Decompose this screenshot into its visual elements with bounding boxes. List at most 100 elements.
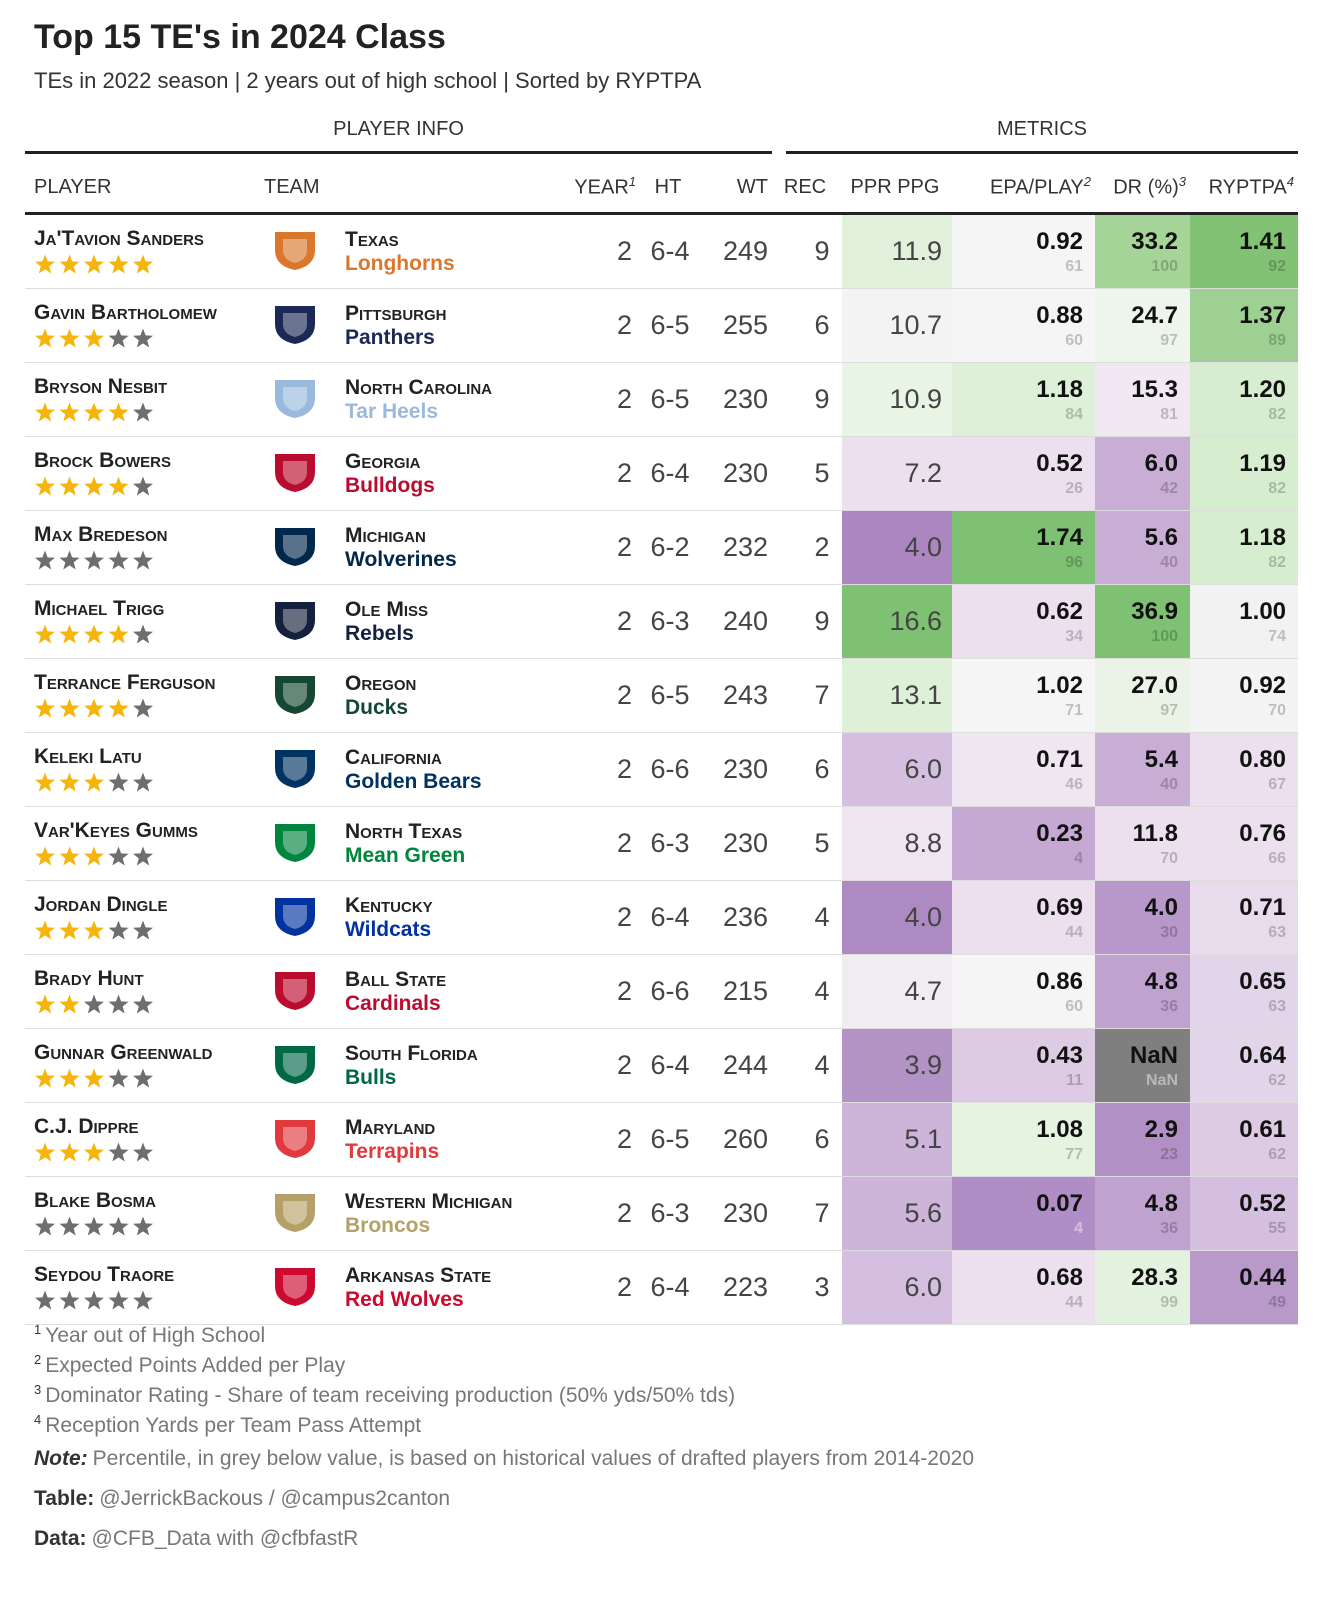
dr-value: 4.0 <box>1144 893 1178 921</box>
epa-value: 0.23 <box>1036 819 1083 847</box>
star <box>133 772 153 792</box>
credit: Data: @CFB_Data with @cfbfastR <box>34 1527 358 1551</box>
team-name: California <box>345 745 442 769</box>
column-header: DR (%)3 <box>1095 162 1190 215</box>
team-cell: Ball State Cardinals <box>335 954 550 1029</box>
ryptpa-percentile: 55 <box>1268 1219 1287 1237</box>
ryptpa-percentile: 82 <box>1268 479 1287 497</box>
ppr-ppg: 16.6 <box>842 584 952 659</box>
footnote-mark: 1 <box>34 1322 42 1337</box>
ryptpa-value: 0.52 <box>1239 1189 1287 1217</box>
star-rating <box>35 624 153 644</box>
footnote-text: Expected Points Added per Play <box>45 1354 346 1377</box>
dr-value: 28.3 <box>1131 1263 1178 1291</box>
star <box>108 1216 129 1236</box>
table-row: Bryson Nesbit North Carolina Tar Heels 2 6-5… <box>25 362 1299 437</box>
star <box>35 772 55 792</box>
star <box>133 254 153 274</box>
star <box>35 846 55 866</box>
dr-cell: 28.3 99 <box>1095 1250 1190 1325</box>
dr-value: 5.4 <box>1144 745 1178 773</box>
logo-inner <box>283 609 307 633</box>
credit-text: @JerrickBackous / @campus2canton <box>99 1487 451 1510</box>
year: 2 <box>550 584 640 659</box>
weight: 230 <box>700 436 772 511</box>
dr-value: 4.8 <box>1144 967 1178 995</box>
weight: 260 <box>700 1102 772 1177</box>
height: 6-3 <box>640 1176 700 1251</box>
column-header: EPA/PLAY2 <box>952 162 1095 215</box>
star-rating <box>35 698 153 718</box>
logo-cell <box>255 1028 335 1103</box>
ryptpa-percentile: 49 <box>1268 1293 1287 1311</box>
team-mascot: Wolverines <box>345 547 457 571</box>
header-row: PLAYER TEAM YEAR1 HT WT REC PPR PPG EPA/PLAY2 DR… <box>25 162 1299 215</box>
dr-cell: 5.6 40 <box>1095 510 1190 585</box>
receptions: 6 <box>772 732 842 807</box>
ryptpa-value: 0.80 <box>1239 745 1287 773</box>
logo-shape <box>275 454 315 492</box>
dr-cell: 4.8 36 <box>1095 1176 1190 1251</box>
epa-value: 0.62 <box>1036 597 1083 625</box>
ppr-ppg: 4.7 <box>842 954 952 1029</box>
player-name: Michael Trigg <box>34 597 165 620</box>
star <box>133 624 153 644</box>
star <box>84 328 104 348</box>
star <box>35 698 55 718</box>
player-name: Terrance Ferguson <box>34 671 216 694</box>
height: 6-4 <box>640 1250 700 1325</box>
ryptpa-value: 0.92 <box>1239 671 1287 699</box>
team-logo <box>275 1194 315 1232</box>
team-cell: Oregon Ducks <box>335 658 550 733</box>
player-name: Jordan Dingle <box>34 893 168 916</box>
height: 6-5 <box>640 658 700 733</box>
team-mascot: Cardinals <box>345 991 441 1015</box>
team-logo <box>275 750 315 788</box>
ryptpa-cell: 1.19 82 <box>1190 436 1299 511</box>
star <box>108 846 129 866</box>
ryptpa-percentile: 74 <box>1268 627 1287 645</box>
star <box>59 1216 80 1236</box>
dr-cell: 33.2 100 <box>1095 213 1190 289</box>
height: 6-4 <box>640 213 700 289</box>
year: 2 <box>550 288 640 363</box>
logo-inner <box>283 1127 307 1151</box>
logo-shape <box>275 676 315 714</box>
dr-value: 27.0 <box>1131 671 1178 699</box>
height: 6-5 <box>640 362 700 437</box>
star <box>108 402 129 422</box>
footnote: 3 Dominator Rating - Share of team receiv… <box>34 1382 735 1408</box>
star <box>35 1216 55 1236</box>
player-cell: Keleki Latu <box>25 732 255 807</box>
player-name: Gavin Bartholomew <box>34 301 217 324</box>
title: Top 15 TE's in 2024 Class <box>34 18 446 56</box>
team-cell: Michigan Wolverines <box>335 510 550 585</box>
footnote-mark: 3 <box>1178 174 1186 190</box>
column-label: TEAM <box>264 175 320 198</box>
weight: 243 <box>700 658 772 733</box>
ryptpa-percentile: 82 <box>1268 405 1287 423</box>
star-rating <box>35 994 153 1014</box>
receptions: 7 <box>772 1176 842 1251</box>
player-name: Brock Bowers <box>34 449 171 472</box>
footnote: 4 Reception Yards per Team Pass Attempt <box>34 1412 421 1438</box>
star <box>59 402 80 422</box>
receptions: 6 <box>772 288 842 363</box>
star <box>59 1142 80 1162</box>
year: 2 <box>550 732 640 807</box>
star <box>35 994 55 1014</box>
player-name: Blake Bosma <box>34 1189 156 1212</box>
ryptpa-value: 0.76 <box>1239 819 1287 847</box>
ryptpa-value: 1.19 <box>1239 449 1287 477</box>
receptions: 5 <box>772 806 842 881</box>
ryptpa-cell: 1.41 92 <box>1190 213 1299 289</box>
year: 2 <box>550 436 640 511</box>
receptions: 9 <box>772 362 842 437</box>
star <box>84 254 104 274</box>
year: 2 <box>550 1176 640 1251</box>
logo-cell <box>255 806 335 881</box>
dr-value: NaN <box>1129 1041 1178 1069</box>
column-header: RYPTPA4 <box>1190 162 1299 215</box>
star <box>133 1290 153 1310</box>
dr-cell: 15.3 81 <box>1095 362 1190 437</box>
